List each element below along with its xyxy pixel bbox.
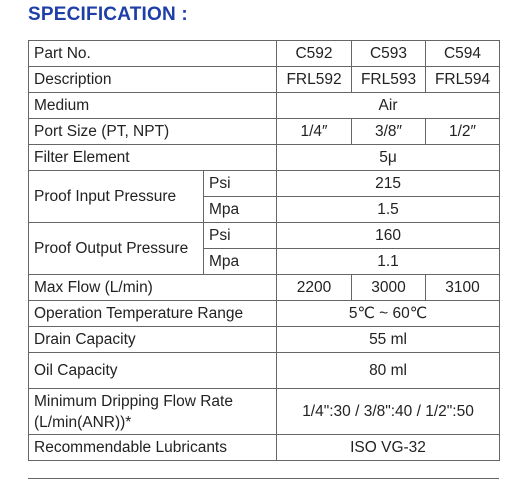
- row-label: Medium: [27, 92, 278, 119]
- table-continuation-edge: [28, 478, 499, 485]
- part-no-c593: C593: [351, 40, 427, 67]
- proof-input-psi-value: 215: [276, 170, 501, 197]
- row-label: Drain Capacity: [27, 326, 278, 353]
- lubricants-value: ISO VG-32: [276, 434, 501, 461]
- table-row-proof-input-mpa: Mpa 1.5: [29, 196, 501, 223]
- row-label-line: (L/min(ANR))*: [34, 413, 132, 431]
- table-row-operation-temp: Operation Temperature Range 5℃ ~ 60℃: [27, 300, 501, 327]
- table-row-description: Description FRL592 FRL593 FRL594: [27, 66, 501, 93]
- row-label: Max Flow (L/min): [27, 274, 278, 301]
- row-label: Proof Input Pressure: [28, 170, 204, 223]
- row-label: Port Size (PT, NPT): [27, 118, 278, 145]
- row-label: Part No.: [27, 40, 278, 67]
- table-row-filter-element: Filter Element 5μ: [27, 144, 501, 171]
- oil-capacity-value: 80 ml: [276, 352, 501, 389]
- description-value: FRL594: [425, 66, 501, 93]
- filter-element-value: 5μ: [276, 144, 501, 171]
- max-flow-value: 3000: [351, 274, 427, 301]
- port-size-value: 1/4″: [276, 118, 353, 145]
- max-flow-value: 3100: [425, 274, 501, 301]
- row-label-line: Minimum Dripping Flow Rate: [34, 392, 233, 410]
- table-row-dripping-flow: Minimum Dripping Flow Rate (L/min(ANR))*…: [27, 388, 501, 435]
- max-flow-value: 2200: [276, 274, 353, 301]
- table-row-medium: Medium Air: [27, 92, 501, 119]
- table-row-part-no: Part No. C592 C593 C594: [27, 40, 501, 67]
- table-row-oil-capacity: Oil Capacity 80 ml: [27, 352, 501, 389]
- unit-label-mpa: Mpa: [202, 248, 278, 275]
- row-label: Description: [27, 66, 278, 93]
- proof-input-mpa-value: 1.5: [276, 196, 501, 223]
- unit-label-mpa: Mpa: [202, 196, 278, 223]
- specification-table: Part No. C592 C593 C594 Description FRL5…: [27, 40, 501, 461]
- port-size-value: 1/2″: [425, 118, 501, 145]
- part-no-c592: C592: [276, 40, 353, 67]
- table-row-lubricants: Recommendable Lubricants ISO VG-32: [27, 434, 501, 461]
- row-label: Recommendable Lubricants: [27, 434, 278, 461]
- table-row-drain-capacity: Drain Capacity 55 ml: [27, 326, 501, 353]
- operation-temp-value: 5℃ ~ 60℃: [276, 300, 501, 327]
- page-title: SPECIFICATION :: [28, 4, 188, 25]
- unit-label-psi: Psi: [202, 170, 278, 197]
- row-label: Operation Temperature Range: [27, 300, 278, 327]
- proof-output-mpa-value: 1.1: [276, 248, 501, 275]
- medium-value: Air: [276, 92, 501, 119]
- description-value: FRL592: [276, 66, 353, 93]
- row-label: Proof Output Pressure: [28, 222, 204, 275]
- table-row-proof-input-psi: Proof Input Pressure Psi 215: [28, 170, 501, 223]
- row-label: Filter Element: [27, 144, 278, 171]
- port-size-value: 3/8″: [351, 118, 427, 145]
- dripping-flow-value: 1/4":30 / 3/8":40 / 1/2":50: [276, 388, 501, 435]
- unit-label-psi: Psi: [202, 222, 278, 249]
- drain-capacity-value: 55 ml: [276, 326, 501, 353]
- description-value: FRL593: [351, 66, 427, 93]
- proof-output-psi-value: 160: [276, 222, 501, 249]
- table-row-max-flow: Max Flow (L/min) 2200 3000 3100: [27, 274, 501, 301]
- part-no-c594: C594: [425, 40, 501, 67]
- table-row-proof-output-psi: Proof Output Pressure Psi 160: [28, 222, 501, 275]
- table-row-proof-output-mpa: Mpa 1.1: [29, 248, 501, 275]
- row-label: Oil Capacity: [27, 352, 278, 389]
- table-row-port-size: Port Size (PT, NPT) 1/4″ 3/8″ 1/2″: [27, 118, 501, 145]
- row-label: Minimum Dripping Flow Rate (L/min(ANR))*: [27, 388, 278, 435]
